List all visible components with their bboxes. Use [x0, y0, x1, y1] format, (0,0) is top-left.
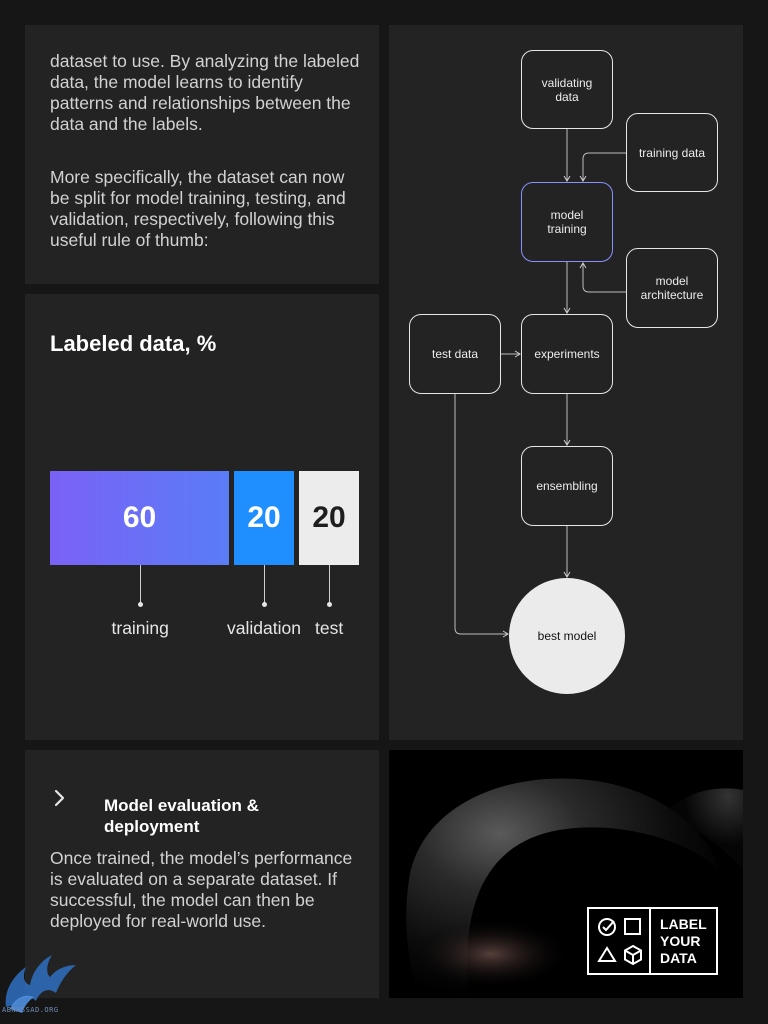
- node-ensembling: ensembling: [521, 446, 613, 526]
- flow-connectors: [454, 129, 626, 638]
- evaluation-title: Model evaluation & deployment: [104, 796, 259, 836]
- node-experiments: experiments: [521, 314, 613, 394]
- edge-trainingdata-to-training: [579, 152, 626, 182]
- bar-leader-dot: [262, 602, 267, 607]
- bar-leader-line: [329, 565, 330, 604]
- logo-line-2: YOUR: [660, 932, 701, 949]
- evaluation-panel: Model evaluation & deployment Once train…: [25, 750, 379, 998]
- logo-line-1: LABEL: [660, 915, 707, 932]
- bar-category-label: training: [111, 618, 169, 638]
- logo-wordmark: LABEL YOUR DATA: [651, 909, 716, 973]
- bar-category-label: test: [315, 618, 344, 638]
- bar-leader-line: [264, 565, 265, 604]
- intro-paragraph-2: More specifically, the dataset can now b…: [50, 167, 346, 250]
- evaluation-body: Once trained, the model’s performance is…: [50, 848, 353, 931]
- flow-diagram-panel: validating data training data model trai…: [389, 25, 743, 740]
- watermark-text: ABNASSAD.ORG: [2, 1006, 59, 1014]
- edge-testdata-to-best: [454, 393, 509, 638]
- node-model-architecture: model architecture: [626, 248, 718, 328]
- intro-paragraph-1: dataset to use. By analyzing the labeled…: [50, 51, 360, 134]
- logo-line-3: DATA: [660, 949, 697, 966]
- node-training-data: training data: [626, 113, 718, 192]
- artwork-panel: LABEL YOUR DATA: [389, 750, 743, 998]
- edge-architecture-to-training: [579, 262, 626, 293]
- bar-test: 20: [299, 471, 359, 565]
- bar-value-label: 20: [247, 501, 281, 534]
- node-validating-data: validating data: [521, 50, 613, 129]
- chevron-right-icon[interactable]: [49, 788, 69, 808]
- abstract-torus-art: [406, 778, 743, 998]
- bar-category-label: validation: [227, 618, 301, 638]
- label-your-data-logo: LABEL YOUR DATA: [587, 907, 718, 975]
- chart-title: Labeled data, %: [50, 331, 217, 356]
- bar-validation: 20: [234, 471, 294, 565]
- bar-training: 60: [50, 471, 229, 565]
- bar-leader-line: [140, 565, 141, 604]
- logo-icons: [589, 909, 651, 973]
- intro-panel: dataset to use. By analyzing the labeled…: [25, 25, 379, 284]
- logo-shapes-icon: [597, 918, 642, 966]
- bar-leader-dot: [327, 602, 332, 607]
- node-model-training: model training: [521, 182, 613, 262]
- bar-value-label: 60: [122, 501, 157, 534]
- bar-value-label: 20: [312, 501, 346, 534]
- node-best-model: best model: [509, 578, 625, 694]
- node-test-data: test data: [409, 314, 501, 394]
- chart-panel: Labeled data, % 60 training 20 validation 20…: [25, 294, 379, 740]
- dragon-watermark-icon: [5, 955, 76, 1013]
- bar-leader-dot: [138, 602, 143, 607]
